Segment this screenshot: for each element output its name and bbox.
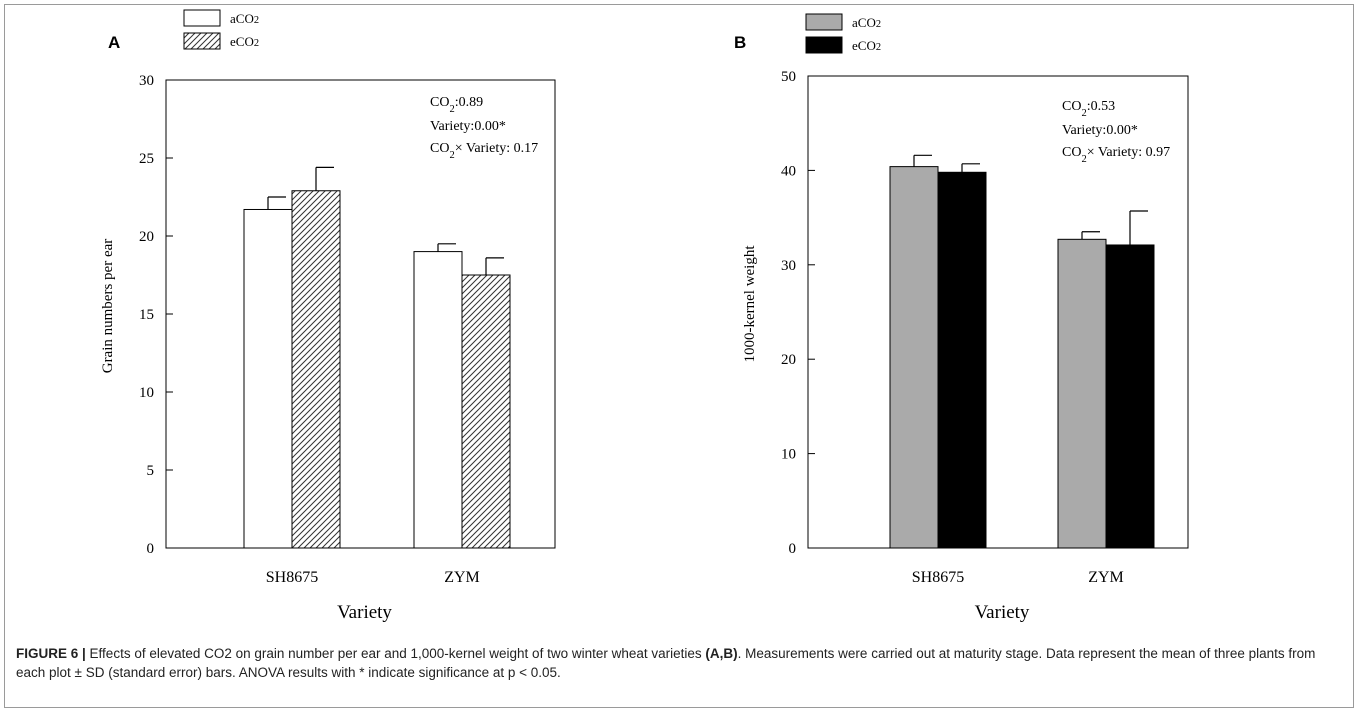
annotation-3: CO2× Variety: 0.97	[1062, 145, 1170, 165]
bar-zym-eco2	[461, 274, 511, 549]
y-tick-label: 0	[789, 541, 797, 557]
panel-label: B	[734, 33, 746, 52]
x-tick-label-sh8675: SH8675	[266, 569, 318, 586]
bar-sh8675-aco2	[243, 208, 293, 549]
bar-zym-aco2	[413, 251, 463, 549]
annotation-2: Variety:0.00*	[1062, 123, 1138, 138]
y-axis-label: Grain numbers per ear	[100, 239, 116, 374]
x-tick-label-zym: ZYM	[444, 569, 480, 586]
annotation-1: CO2:0.53	[1062, 99, 1115, 119]
caption-figure-label: FIGURE 6 |	[16, 646, 86, 661]
caption-panels: (A,B)	[705, 646, 738, 661]
y-tick-label: 30	[781, 258, 796, 274]
legend-swatch-eco2	[183, 32, 221, 50]
annotation-2: Variety:0.00*	[430, 119, 506, 134]
figure-frame	[4, 4, 1354, 708]
y-tick-label: 30	[139, 73, 154, 89]
legend-label-aco2: aCO2	[852, 15, 881, 30]
x-tick-label-sh8675: SH8675	[912, 569, 964, 586]
annotation-1: CO2:0.89	[430, 95, 483, 115]
y-tick-label: 10	[781, 447, 796, 463]
legend-swatch-aco2	[805, 13, 843, 31]
caption-text-part2: . Measurements were carried out at matur…	[16, 646, 1316, 680]
y-tick-label: 15	[139, 307, 154, 323]
y-tick-label: 25	[139, 151, 154, 167]
legend-label-aco2: aCO2	[230, 11, 259, 26]
figure-caption: FIGURE 6 | Effects of elevated CO2 on gr…	[16, 644, 1346, 682]
legend-label-eco2: eCO2	[230, 34, 259, 49]
annotation-3: CO2× Variety: 0.17	[430, 141, 538, 161]
y-tick-label: 20	[139, 229, 154, 245]
x-tick-label-zym: ZYM	[1088, 569, 1124, 586]
legend-swatch-aco2	[183, 9, 221, 27]
y-tick-label: 0	[147, 541, 155, 557]
y-tick-label: 5	[147, 463, 155, 479]
legend-swatch-eco2	[805, 36, 843, 54]
y-tick-label: 10	[139, 385, 154, 401]
plot-frame	[807, 75, 1189, 549]
bar-sh8675-eco2	[937, 171, 987, 549]
panel-label: A	[108, 33, 120, 52]
caption-text-part1: Effects of elevated CO2 on grain number …	[85, 646, 706, 661]
legend-label-eco2: eCO2	[852, 38, 881, 53]
bar-zym-aco2	[1057, 238, 1107, 549]
x-axis-label: Variety	[975, 602, 1030, 623]
y-tick-label: 40	[781, 163, 796, 179]
bar-zym-eco2	[1105, 244, 1155, 549]
bar-sh8675-aco2	[889, 166, 939, 549]
y-tick-label: 20	[781, 352, 796, 368]
y-axis-label: 1000-kernel weight	[742, 245, 758, 363]
y-tick-label: 50	[781, 69, 796, 85]
x-axis-label: Variety	[337, 602, 392, 623]
bar-sh8675-eco2	[291, 190, 341, 549]
